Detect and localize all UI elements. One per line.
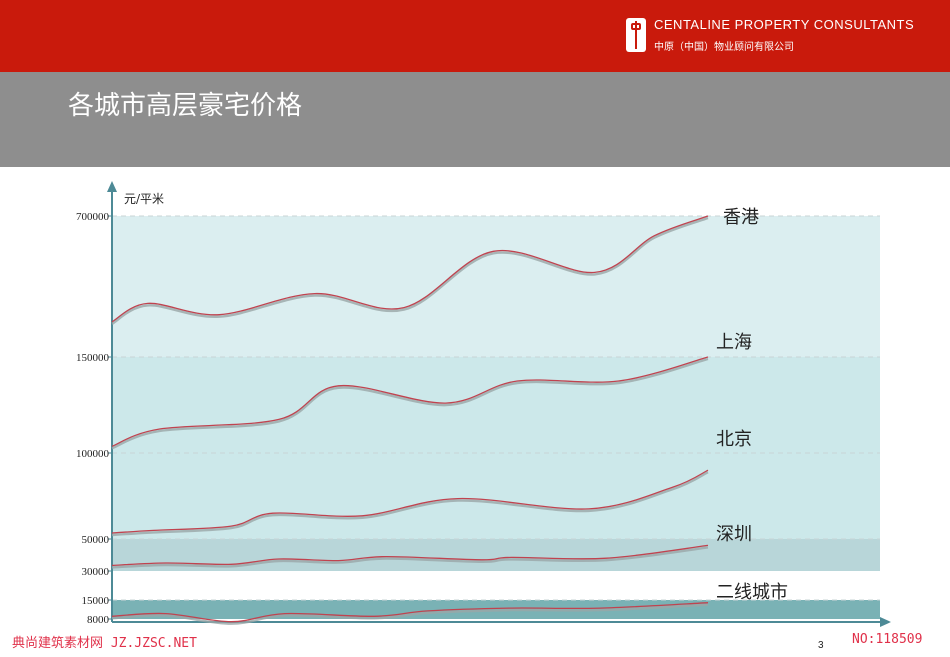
y-tick-label: 100000 — [76, 448, 110, 460]
y-axis-arrow — [107, 181, 117, 192]
series-line-shadow — [111, 216, 709, 325]
y-tick-label: 8000 — [87, 614, 110, 626]
series-label: 香港 — [723, 207, 759, 228]
page-number: 3 — [818, 640, 824, 651]
series-line-shadow — [111, 357, 709, 450]
watermark-left: 典尚建筑素材网 JZ.JZSC.NET — [12, 636, 197, 651]
watermark-right: NO:118509 — [852, 632, 923, 647]
series-line-shadow — [111, 603, 709, 625]
price-band — [112, 216, 880, 357]
page-title: 各城市高层豪宅价格 — [68, 91, 303, 121]
y-tick-label: 30000 — [82, 566, 110, 578]
brand-name-cn: 中原（中国）物业顾问有限公司 — [654, 42, 794, 53]
series-label: 深圳 — [716, 524, 752, 545]
y-tick-label: 150000 — [76, 352, 110, 364]
series-line-shadow — [111, 546, 709, 569]
series-line-shadow — [111, 471, 709, 537]
series-line — [111, 544, 709, 567]
series-label: 上海 — [716, 332, 752, 353]
brand-name-en: CENTALINE PROPERTY CONSULTANTS — [654, 17, 915, 32]
series-line — [111, 469, 709, 534]
series-line — [111, 215, 709, 323]
price-band — [112, 357, 880, 539]
series-label: 二线城市 — [716, 582, 788, 603]
y-tick-label: 700000 — [76, 211, 110, 223]
x-axis-arrow — [880, 617, 891, 627]
series-line — [111, 602, 709, 623]
y-axis-label: 元/平米 — [124, 192, 164, 206]
y-tick-label: 50000 — [82, 534, 110, 546]
y-tick-label: 15000 — [82, 595, 110, 607]
series-label: 北京 — [716, 429, 752, 450]
series-line — [111, 356, 709, 447]
centaline-logo-icon — [626, 18, 646, 52]
header-bar: CENTALINE PROPERTY CONSULTANTS 中原（中国）物业顾… — [0, 0, 950, 72]
title-bar — [0, 72, 950, 167]
